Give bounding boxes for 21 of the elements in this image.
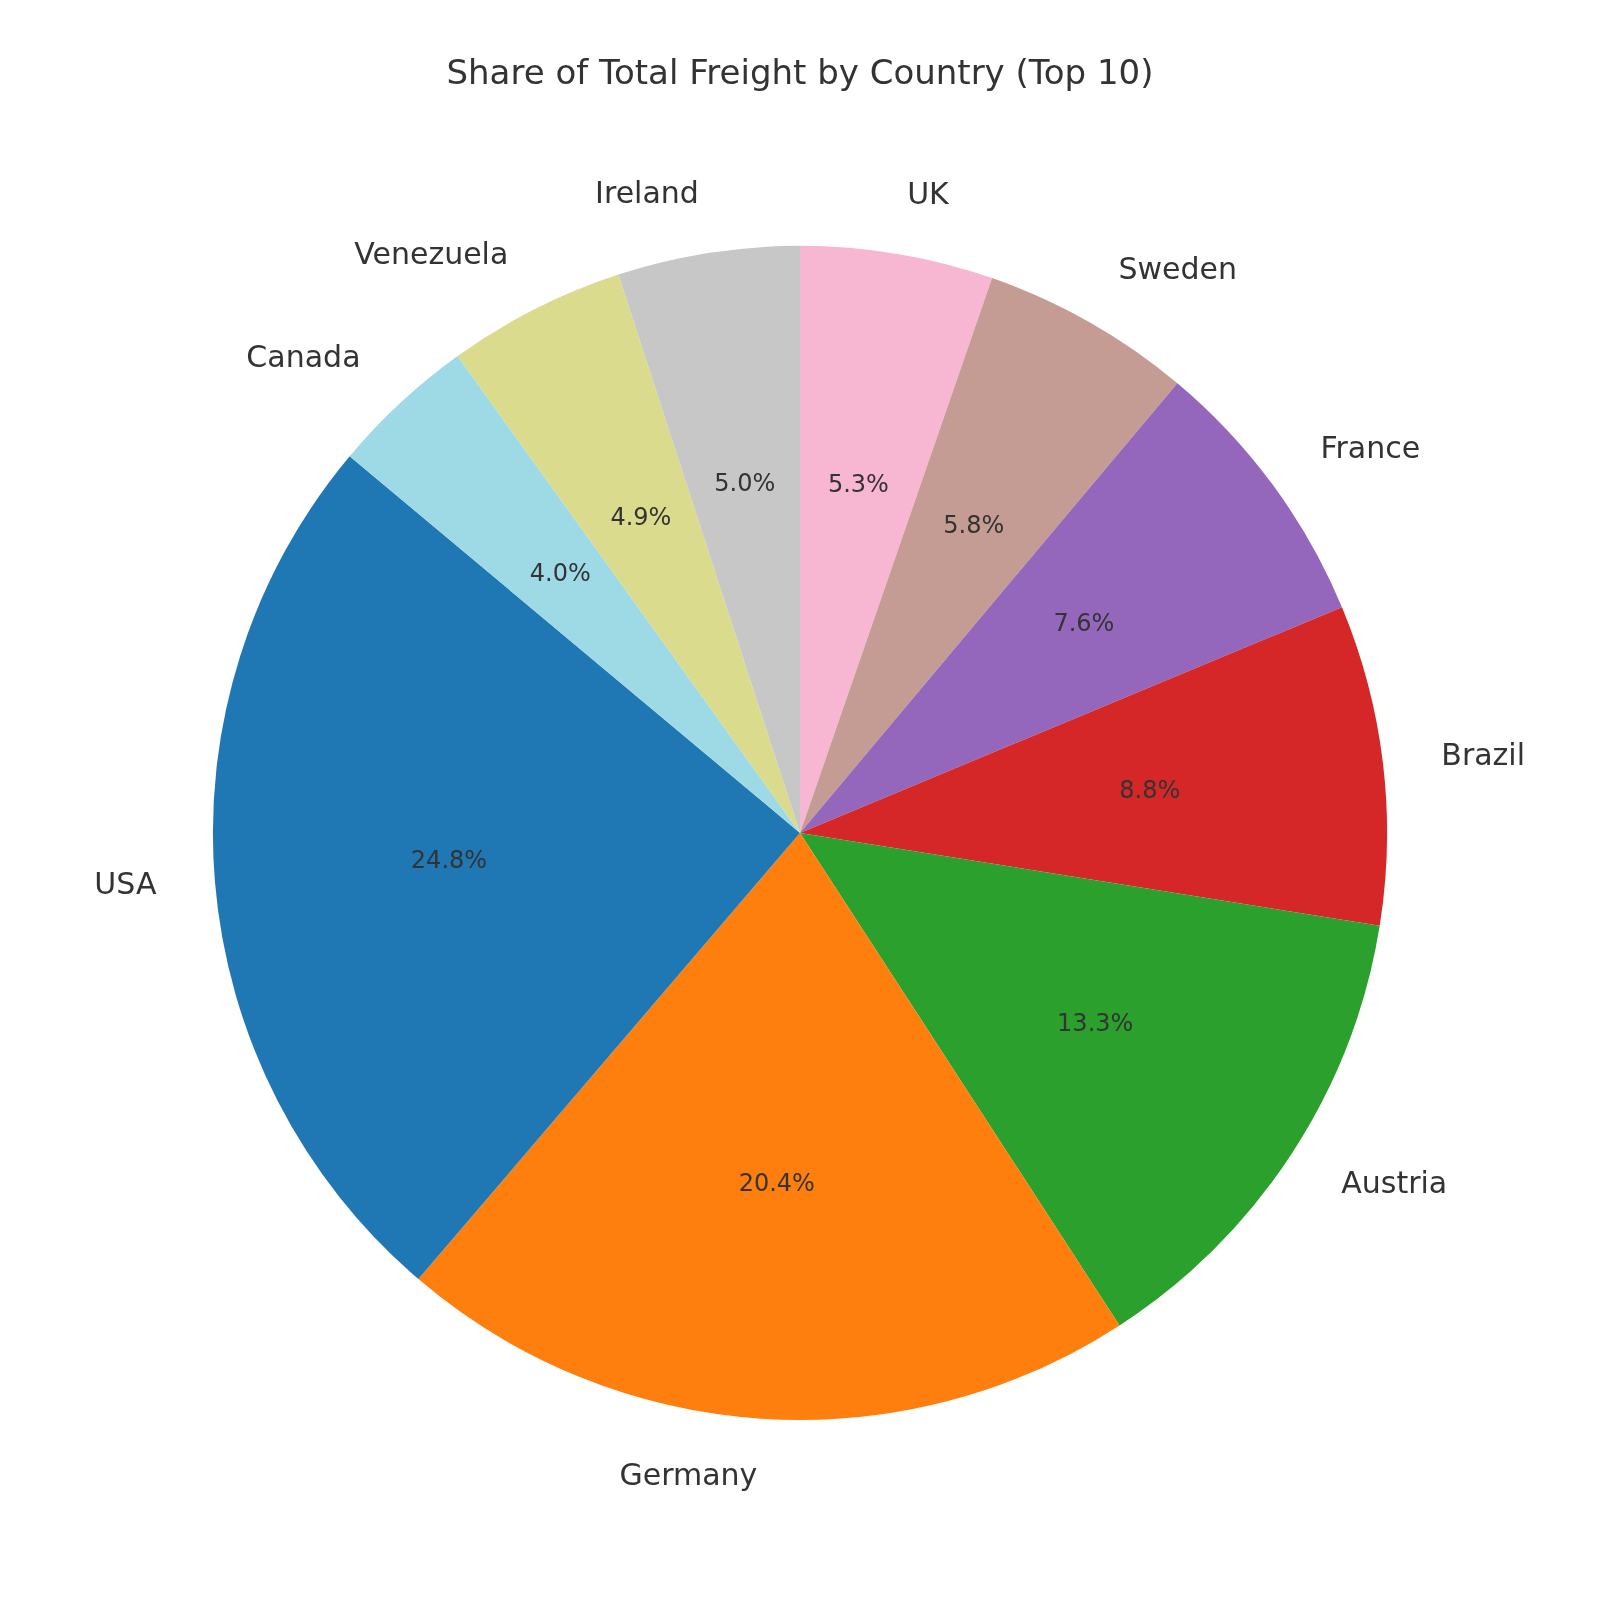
data-label: 13.3% — [1057, 1009, 1134, 1038]
data-label: 5.3% — [827, 469, 889, 498]
data-label: 24.8% — [410, 846, 488, 875]
slice-label: Venezuela — [354, 236, 509, 272]
slice-label: USA — [94, 866, 157, 902]
slice-label: Brazil — [1441, 736, 1526, 772]
slice-label: France — [1320, 430, 1421, 466]
chart-title: Share of Total Freight by Country (Top 10) — [446, 52, 1154, 93]
data-label: 4.9% — [610, 502, 672, 531]
data-label: 7.6% — [1053, 608, 1115, 637]
data-label: 5.8% — [943, 510, 1005, 539]
data-label: 4.0% — [529, 559, 591, 588]
data-label: 8.8% — [1119, 775, 1181, 804]
slice-label: Germany — [619, 1457, 758, 1493]
slice-label: Canada — [246, 339, 361, 375]
slice-label: UK — [907, 175, 951, 211]
data-label: 5.0% — [714, 469, 776, 498]
data-label: 20.4% — [738, 1168, 815, 1197]
slice-label: Ireland — [595, 174, 699, 210]
slice-label: Sweden — [1118, 250, 1238, 286]
slice-label: Austria — [1341, 1165, 1448, 1201]
